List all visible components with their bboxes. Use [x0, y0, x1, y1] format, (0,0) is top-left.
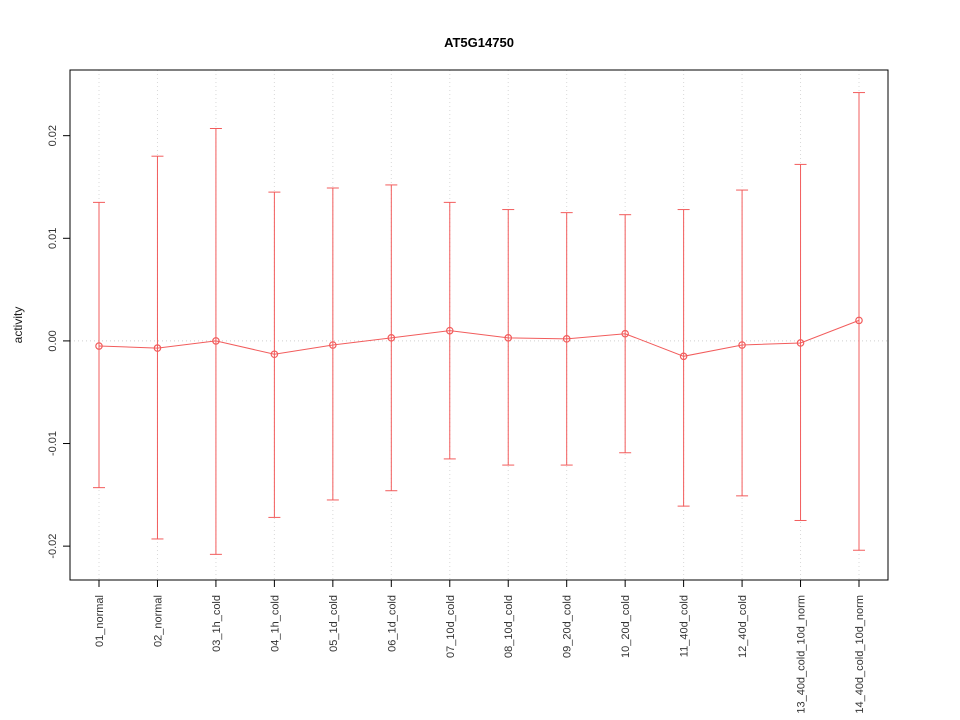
error-bar	[209, 127, 222, 555]
error-bar	[853, 92, 865, 551]
data-point	[270, 350, 279, 359]
x-tick-label: 12_40d_cold	[737, 595, 749, 658]
error-bar	[326, 187, 339, 501]
y-tick-label: 0.01	[47, 228, 59, 249]
y-tick-label: -0.02	[47, 534, 59, 559]
data-point	[621, 329, 629, 338]
data-point	[796, 339, 805, 347]
x-axis-ticks: 01_normal 02_normal 03_1h_cold 04_1h_cold 05…	[94, 580, 866, 714]
data-point	[562, 335, 571, 343]
data-point	[445, 326, 454, 335]
error-bar	[268, 191, 281, 518]
x-tick-label: 05_1d_cold	[328, 595, 340, 652]
y-axis-ticks: -0.02 -0.01 0.00 0.01 0.02	[47, 125, 70, 559]
data-point	[504, 334, 513, 342]
y-axis-label: activity	[11, 307, 25, 344]
axes	[69, 69, 889, 581]
error-bar	[93, 201, 105, 489]
data-point	[329, 341, 337, 349]
y-tick-label: -0.01	[47, 431, 59, 456]
data-points	[95, 316, 863, 361]
gridlines	[98, 70, 860, 580]
data-point	[738, 341, 746, 349]
mean-line	[98, 319, 860, 357]
mean-polyline	[98, 319, 860, 357]
data-point	[679, 352, 688, 361]
data-point	[153, 344, 162, 352]
x-tick-label: 09_20d_cold	[562, 595, 574, 658]
error-bar	[736, 189, 749, 497]
x-tick-label: 01_normal	[94, 595, 106, 647]
x-tick-label: 10_20d_cold	[620, 595, 632, 658]
x-tick-label: 03_1h_cold	[211, 595, 223, 652]
data-point	[212, 337, 220, 345]
error-bar	[677, 209, 690, 507]
error-bar	[151, 155, 164, 540]
chart-title: AT5G14750	[444, 35, 514, 50]
x-tick-label: 14_40d_cold_10d_norm	[854, 595, 866, 714]
x-tick-label: 08_10d_cold	[503, 595, 515, 658]
error-bar	[502, 209, 515, 466]
y-tick-label: 0.00	[47, 330, 59, 351]
plot-box	[69, 69, 889, 581]
data-point	[95, 342, 103, 350]
x-tick-label: 11_40d_cold	[679, 595, 691, 657]
data-point	[855, 316, 863, 325]
x-tick-label: 06_1d_cold	[386, 595, 398, 652]
x-tick-label: 04_1h_cold	[269, 595, 281, 652]
y-tick-label: 0.02	[47, 125, 59, 146]
x-tick-label: 02_normal	[152, 595, 164, 647]
data-point	[387, 334, 396, 342]
x-tick-label: 07_10d_cold	[445, 595, 457, 658]
error-bars	[93, 92, 865, 555]
x-tick-label: 13_40d_cold_10d_norm	[796, 595, 808, 714]
